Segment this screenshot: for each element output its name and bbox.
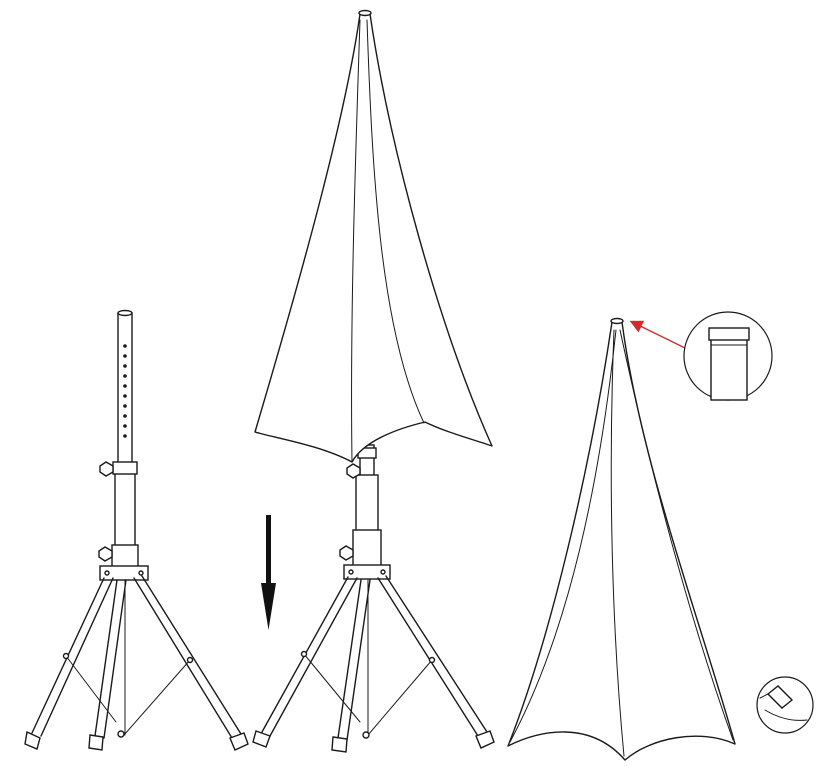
lower-collar — [111, 544, 139, 568]
stand-with-cover-figure — [252, 9, 495, 753]
stretch-cover — [254, 9, 493, 463]
cover-top-pocket — [358, 9, 372, 17]
upper-knob-icon-2 — [346, 463, 361, 479]
lower-collar-2 — [352, 529, 382, 569]
covered-top-pocket — [610, 317, 624, 325]
upper-pole — [117, 309, 133, 474]
leg-foot-zoom-icon — [756, 676, 814, 734]
lower-knob-icon-2 — [339, 545, 354, 561]
pole-holes — [123, 344, 127, 438]
lower-knob-icon — [98, 546, 113, 562]
tripod-legs — [31, 575, 242, 739]
pole-cap-zoom-icon — [683, 311, 773, 401]
tripod-legs-2 — [252, 575, 495, 753]
leg-bracket — [99, 565, 149, 581]
bare-stand-figure — [24, 309, 249, 751]
upper-collar — [112, 461, 138, 475]
down-arrow-icon — [261, 515, 276, 630]
red-pointer-arrow-icon — [629, 320, 686, 349]
upper-knob-icon — [99, 461, 114, 477]
leg-feet — [24, 730, 249, 751]
covered-stand-figure — [507, 311, 814, 761]
